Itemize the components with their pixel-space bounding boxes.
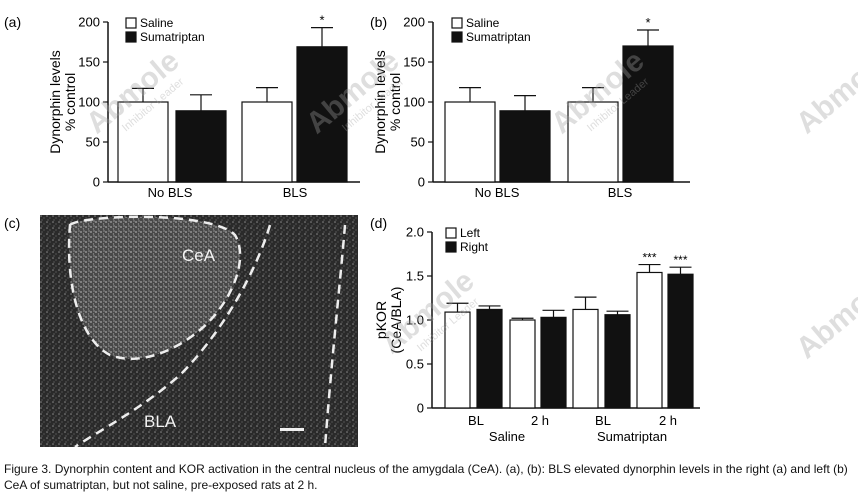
significance-marker: * (645, 15, 650, 30)
y-tick-label: 50 (86, 135, 100, 150)
y-tick-label: 200 (403, 15, 425, 30)
chart-panel-a: 0 50 100 150 200 Dynorphin levels% control * No… (47, 13, 360, 200)
legend-swatch (125, 31, 137, 43)
bar (444, 101, 496, 183)
significance-marker: *** (642, 251, 656, 265)
y-axis-label-line: % control (62, 73, 78, 131)
bar (499, 110, 551, 183)
significance-marker: *** (673, 253, 687, 267)
bar (604, 314, 631, 409)
bar (175, 110, 227, 183)
y-tick-label: 100 (403, 95, 425, 110)
micrograph-panel-c: CeA BLA (40, 215, 358, 447)
chart-panel-d: 0 0.5 1.0 1.5 2.0 pKOR(CeA/BLA) *** *** BL 2 h BL 2… (373, 225, 700, 444)
y-axis-label-line: pKOR (373, 301, 389, 339)
bar (572, 308, 599, 409)
y-tick-label: 50 (411, 135, 425, 150)
chart-panel-b: 0 50 100 150 200 Dynorphin levels% control * No… (372, 15, 690, 200)
y-axis-label-line: Dynorphin levels (372, 50, 388, 154)
x-tick-label: BLS (608, 185, 633, 200)
y-tick-label: 100 (78, 95, 100, 110)
bar (117, 101, 169, 183)
y-tick-label: 2.0 (406, 225, 424, 240)
panel-label-b: (b) (370, 14, 387, 30)
figure-caption: Figure 3. Dynorphin content and KOR acti… (4, 462, 848, 492)
y-axis-label-line: Dynorphin levels (47, 50, 63, 154)
y-tick-label: 1.5 (406, 269, 424, 284)
y-axis-label-line: (CeA/BLA) (388, 287, 404, 354)
bar (476, 308, 503, 409)
panel-label-d: (d) (370, 215, 387, 231)
legend-label: Sumatriptan (466, 30, 531, 44)
x-tick-label: 2 h (659, 413, 677, 428)
bar (296, 46, 348, 183)
legend-label: Left (460, 226, 481, 240)
cea-region-label: CeA (182, 246, 216, 265)
legend-swatch (445, 241, 457, 253)
y-axis-label: Dynorphin levels% control (372, 50, 403, 154)
legend-label: Saline (466, 16, 500, 30)
x-tick-label: No BLS (475, 185, 520, 200)
y-tick-label: 0 (93, 175, 100, 190)
x-tick-label: BLS (283, 185, 308, 200)
bar (567, 101, 619, 183)
legend-swatch (451, 31, 463, 43)
x-group-label: Saline (489, 429, 525, 444)
legend-swatch (451, 17, 463, 29)
bar (444, 311, 471, 409)
y-tick-label: 0.5 (406, 357, 424, 372)
legend-swatch (445, 227, 457, 239)
x-tick-label: BL (595, 413, 611, 428)
y-axis-label: Dynorphin levels% control (47, 50, 78, 154)
y-tick-label: 200 (78, 15, 100, 30)
panel-label-a: (a) (4, 14, 21, 30)
legend-swatch (125, 17, 137, 29)
bla-region-label: BLA (144, 412, 177, 431)
bar (622, 45, 674, 183)
legend-label: Sumatriptan (140, 30, 205, 44)
x-group-label: Sumatriptan (597, 429, 667, 444)
bar (540, 316, 567, 409)
bar (241, 101, 293, 183)
y-tick-label: 0 (417, 401, 424, 416)
significance-marker: * (319, 13, 324, 28)
legend-label: Saline (140, 16, 174, 30)
y-axis-label: pKOR(CeA/BLA) (373, 287, 404, 354)
x-tick-label: No BLS (148, 185, 193, 200)
y-tick-label: 150 (78, 55, 100, 70)
bar (636, 271, 663, 409)
y-axis-label-line: % control (387, 73, 403, 131)
x-tick-label: 2 h (531, 413, 549, 428)
x-tick-label: BL (468, 413, 484, 428)
panel-label-c: (c) (4, 215, 20, 231)
y-tick-label: 1.0 (406, 313, 424, 328)
y-tick-label: 0 (418, 175, 425, 190)
y-tick-label: 150 (403, 55, 425, 70)
bar (667, 273, 694, 409)
micrograph-image (40, 215, 358, 447)
legend-label: Right (460, 240, 489, 254)
bar (509, 319, 536, 409)
